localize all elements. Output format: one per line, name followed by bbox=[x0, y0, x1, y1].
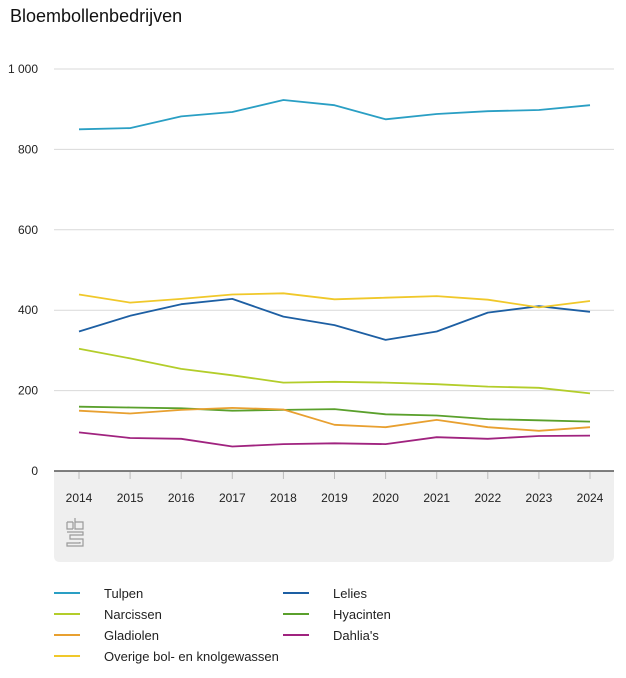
legend-item-gladiolen[interactable]: Gladiolen bbox=[54, 625, 159, 645]
legend-item-dahlias[interactable]: Dahlia's bbox=[283, 625, 379, 645]
series-line-overige-bol-en-knolgewassen[interactable] bbox=[78, 292, 591, 309]
series-line-hyacinten[interactable] bbox=[78, 405, 591, 423]
legend-item-hyacinten[interactable]: Hyacinten bbox=[283, 604, 391, 624]
y-tick-label: 600 bbox=[18, 223, 38, 237]
series-line-dahlia-s[interactable] bbox=[78, 431, 591, 448]
legend-swatch bbox=[283, 592, 309, 594]
y-tick-label: 800 bbox=[18, 142, 38, 156]
series-line-gladiolen[interactable] bbox=[78, 406, 591, 432]
legend-swatch bbox=[283, 634, 309, 636]
legend-item-tulpen[interactable]: Tulpen bbox=[54, 583, 143, 603]
x-tick-label: 2014 bbox=[66, 491, 93, 505]
legend-swatch bbox=[283, 613, 309, 615]
x-tick-label: 2024 bbox=[577, 491, 604, 505]
chart-title: Bloembollenbedrijven bbox=[10, 6, 183, 26]
x-tick-label: 2017 bbox=[219, 491, 246, 505]
x-tick-label: 2023 bbox=[526, 491, 553, 505]
series-line-narcissen[interactable] bbox=[78, 347, 591, 395]
x-tick-label: 2016 bbox=[168, 491, 195, 505]
legend-label: Dahlia's bbox=[333, 627, 379, 643]
legend-label: Narcissen bbox=[104, 606, 162, 622]
y-tick-label: 0 bbox=[31, 464, 38, 478]
legend-item-overige[interactable]: Overige bol- en knolgewassen bbox=[54, 646, 279, 666]
legend-label: Tulpen bbox=[104, 585, 144, 601]
y-tick-label: 1 000 bbox=[8, 62, 38, 76]
legend-label: Gladiolen bbox=[104, 627, 159, 643]
series-line-lelies[interactable] bbox=[78, 297, 591, 341]
x-tick-label: 2015 bbox=[117, 491, 144, 505]
x-tick-label: 2022 bbox=[474, 491, 501, 505]
x-tick-label: 2021 bbox=[423, 491, 450, 505]
legend-swatch bbox=[54, 592, 80, 594]
cbs-logo-icon bbox=[66, 518, 84, 547]
y-tick-label: 400 bbox=[18, 303, 38, 317]
x-tick-label: 2018 bbox=[270, 491, 297, 505]
legend-swatch bbox=[54, 655, 80, 657]
legend-label: Overige bol- en knolgewassen bbox=[104, 648, 279, 664]
legend-swatch bbox=[54, 613, 80, 615]
x-tick-label: 2019 bbox=[321, 491, 348, 505]
y-tick-label: 200 bbox=[18, 384, 38, 398]
x-axis-panel bbox=[54, 471, 614, 562]
x-tick-label: 2020 bbox=[372, 491, 399, 505]
legend-swatch bbox=[54, 634, 80, 636]
legend-item-lelies[interactable]: Lelies bbox=[283, 583, 367, 603]
series-line-tulpen[interactable] bbox=[78, 99, 591, 131]
legend-label: Lelies bbox=[333, 585, 367, 601]
legend-label: Hyacinten bbox=[333, 606, 391, 622]
line-chart: 0 200 400 600 800 1 000 2014 2015 2016 2017 2018 20… bbox=[8, 62, 614, 562]
legend-item-narcissen[interactable]: Narcissen bbox=[54, 604, 162, 624]
